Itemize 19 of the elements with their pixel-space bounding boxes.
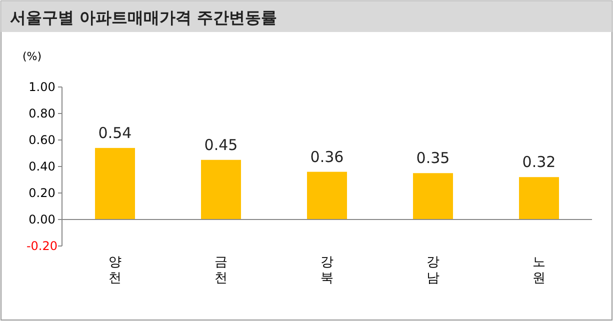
data-label: 0.45: [204, 136, 238, 154]
y-tick-label: 0.60: [28, 133, 56, 147]
x-tick-label: 강남: [426, 255, 440, 286]
data-label: 0.36: [310, 148, 344, 166]
y-tick-label: 0.80: [28, 106, 56, 120]
data-label: 0.35: [416, 149, 450, 168]
x-tick-label: 노원: [532, 255, 546, 286]
x-tick-label: 강북: [320, 255, 334, 286]
y-tick-label: 0.00: [28, 212, 56, 226]
x-tick-label: 양천: [108, 255, 122, 286]
y-axis-title: (%): [22, 50, 42, 63]
x-tick-label: 금천: [214, 255, 228, 286]
chart-title: 서울구별 아파트매매가격 주간변동률: [10, 8, 278, 27]
y-tick-label: 1.00: [28, 80, 56, 94]
data-label: 0.54: [98, 124, 132, 142]
y-tick-label: 0.40: [28, 160, 56, 174]
data-label: 0.32: [522, 153, 556, 172]
y-tick-label: -0.20: [26, 239, 58, 253]
y-tick-label: 0.20: [28, 186, 56, 200]
